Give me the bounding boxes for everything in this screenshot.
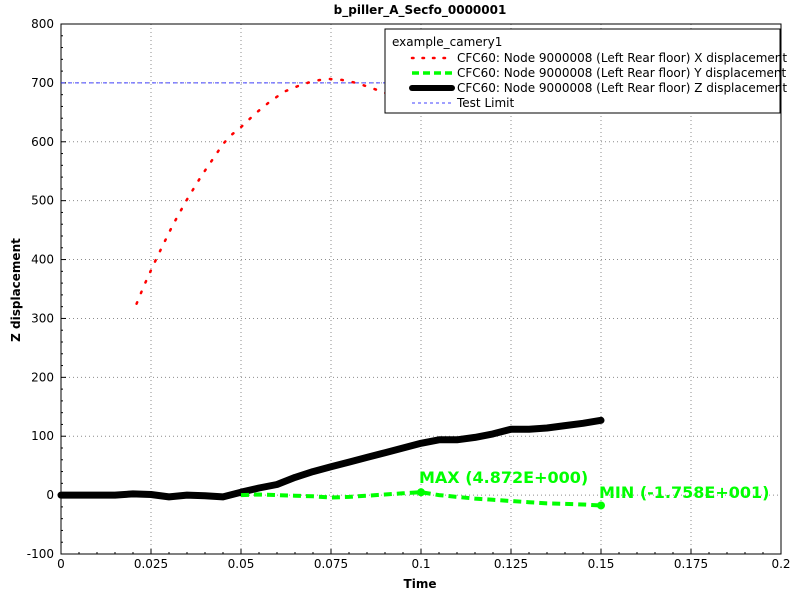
- y-tick-label: -100: [27, 547, 54, 561]
- y-tick-label: 100: [31, 429, 54, 443]
- legend-label-0: CFC60: Node 9000008 (Left Rear floor) X …: [457, 51, 787, 65]
- y-tick-label: 0: [46, 488, 54, 502]
- y-tick-label: 800: [31, 17, 54, 31]
- series-line-1: [240, 490, 602, 508]
- series-line-2: [57, 416, 605, 501]
- x-tick-label: 0.075: [314, 557, 348, 571]
- y-tick-label: 500: [31, 194, 54, 208]
- y-tick-label: 200: [31, 370, 54, 384]
- plot-border: [60, 23, 782, 555]
- series-line-0: [135, 77, 412, 305]
- legend-box: [384, 28, 781, 114]
- x-tick-label: 0.125: [494, 557, 528, 571]
- legend-items: CFC60: Node 9000008 (Left Rear floor) X …: [409, 51, 787, 110]
- x-tick-label: 0: [57, 557, 65, 571]
- y-tick-label: 300: [31, 311, 54, 325]
- x-tick-label: 0.025: [134, 557, 168, 571]
- legend-label-2: CFC60: Node 9000008 (Left Rear floor) Z …: [457, 81, 787, 95]
- x-tick-label: 0.15: [588, 557, 615, 571]
- plot-frame: [60, 23, 782, 555]
- legend: example_camery1 CFC60: Node 9000008 (Lef…: [384, 28, 787, 114]
- x-tick-label: 0.2: [771, 557, 790, 571]
- y-axis-label: Z displacement: [9, 238, 23, 342]
- annotations: MAX (4.872E+000) MIN (-1.758E+001): [417, 468, 769, 510]
- legend-label-1: CFC60: Node 9000008 (Left Rear floor) Y …: [457, 66, 787, 80]
- chart-title: b_piller_A_Secfo_0000001: [334, 3, 507, 18]
- legend-label-3: Test Limit: [456, 96, 514, 110]
- annotation-label: MIN (-1.758E+001): [599, 483, 769, 502]
- tick-labels: 0 0.025 0.05 0.075 0.1 0.125 0.15 0.175 0.2-1000…: [27, 17, 791, 571]
- x-axis-label: Time: [404, 577, 437, 591]
- y-tick-label: 700: [31, 76, 54, 90]
- x-tick-label: 0.1: [411, 557, 430, 571]
- y-tick-label: 400: [31, 253, 54, 267]
- annotation-label: MAX (4.872E+000): [419, 468, 588, 487]
- x-tick-label: 0.05: [228, 557, 255, 571]
- y-tick-label: 600: [31, 135, 54, 149]
- legend-title: example_camery1: [392, 35, 502, 49]
- x-tick-label: 0.175: [674, 557, 708, 571]
- annotation-marker: [417, 488, 425, 497]
- annotation-marker: [597, 501, 605, 510]
